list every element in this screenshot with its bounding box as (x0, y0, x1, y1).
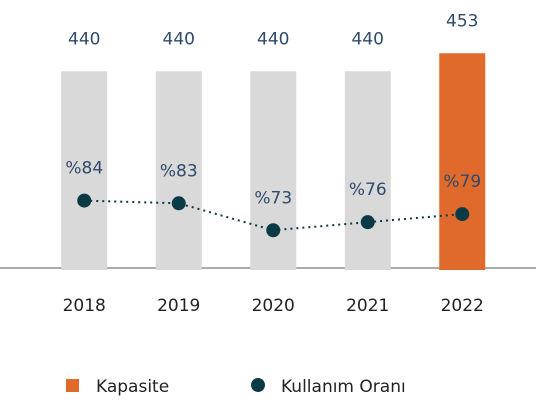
point-label: %84 (65, 159, 103, 179)
point-label: %73 (254, 188, 292, 208)
bar-label: 440 (68, 29, 100, 49)
bar (155, 71, 202, 270)
point (77, 193, 92, 208)
x-tick-label: 2020 (252, 296, 295, 316)
bar (250, 71, 297, 270)
legend-swatch (251, 378, 265, 392)
point (171, 196, 186, 211)
x-tick-label: 2019 (157, 296, 200, 316)
bar-label: 453 (446, 11, 478, 31)
point (360, 215, 375, 230)
bar-label: 440 (257, 29, 289, 49)
x-tick-label: 2021 (346, 296, 389, 316)
point-label: %76 (349, 180, 387, 200)
bar-label: 440 (352, 29, 384, 49)
x-tick-label: 2018 (63, 296, 106, 316)
bar (61, 71, 108, 270)
x-tick-label: 2022 (441, 296, 484, 316)
point (455, 207, 470, 222)
legend-swatch (66, 379, 79, 392)
point (266, 223, 281, 238)
bar (439, 53, 486, 270)
point-label: %79 (443, 172, 481, 192)
point-label: %83 (160, 161, 198, 181)
legend-label: Kapasite (96, 377, 169, 397)
bar (344, 71, 391, 270)
legend-label: Kullanım Oranı (281, 377, 406, 397)
bar-label: 440 (163, 29, 195, 49)
